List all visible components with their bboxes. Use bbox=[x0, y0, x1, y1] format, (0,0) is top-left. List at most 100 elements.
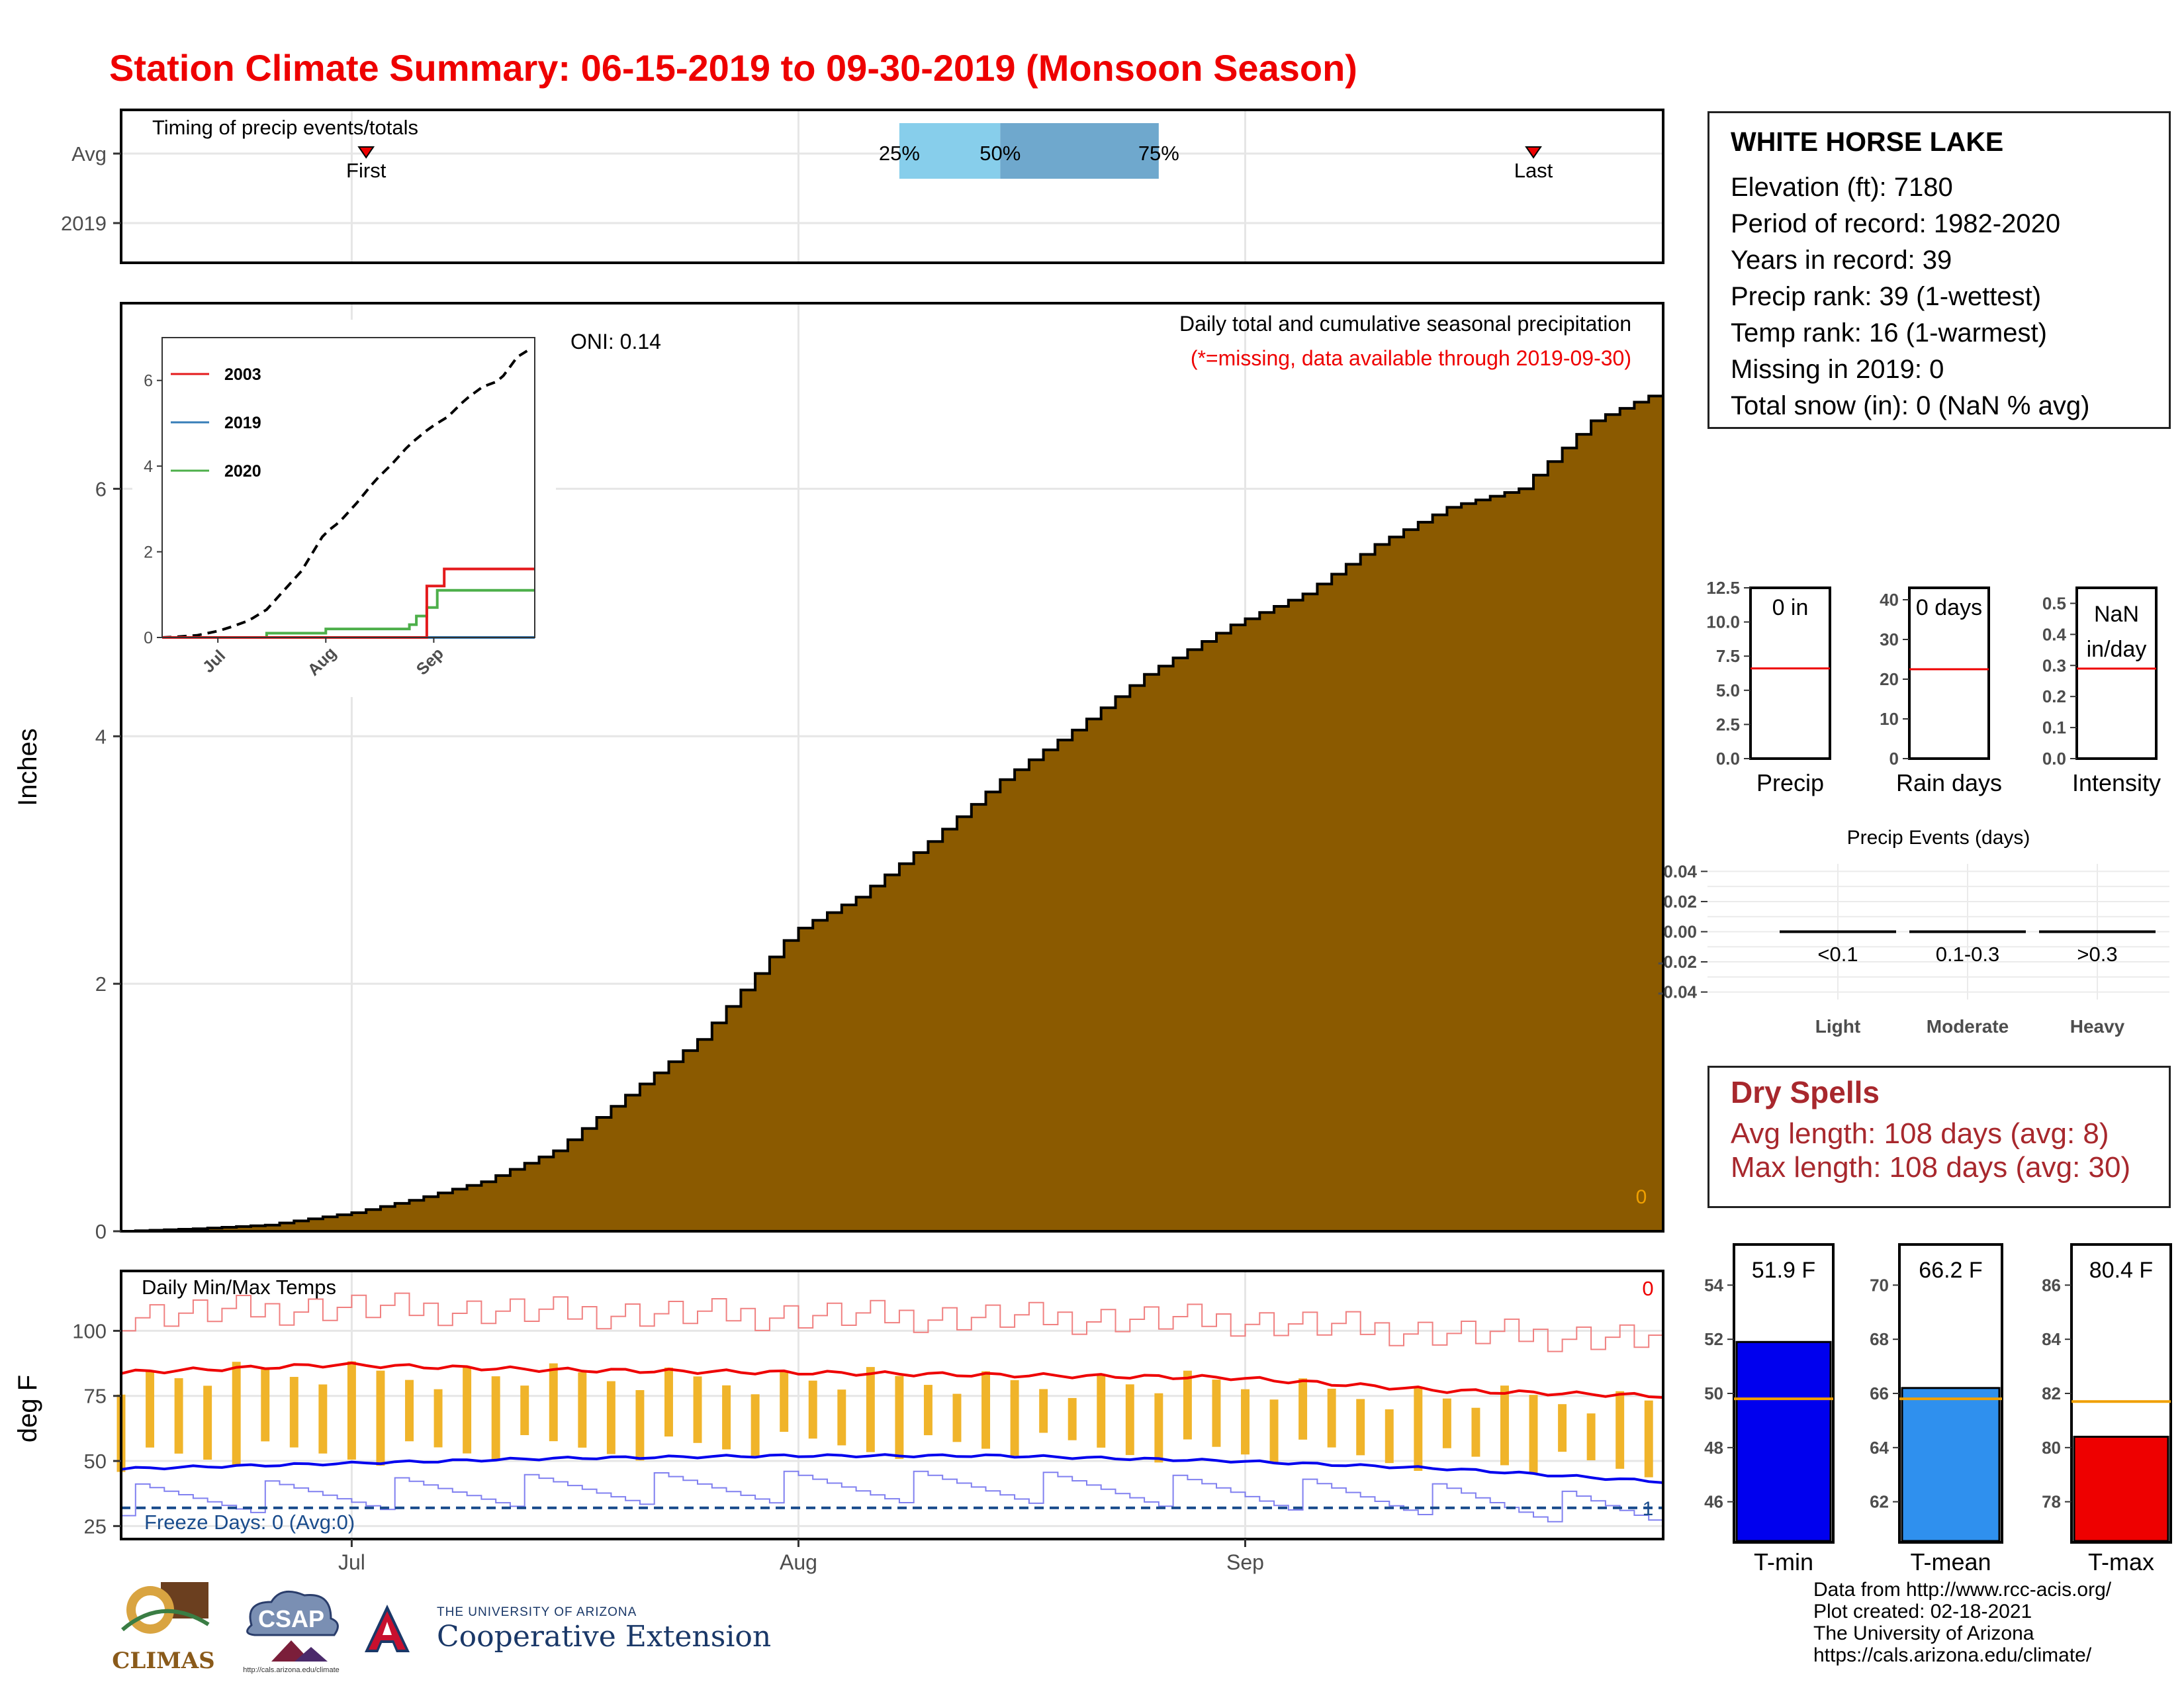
quartile-50-label: 50% bbox=[979, 142, 1021, 165]
dry-spells-avg: Avg length: 108 days (avg: 8) bbox=[1731, 1117, 2109, 1150]
temp-gauge-y-tick-label: 54 bbox=[1704, 1275, 1723, 1295]
gauge-y-tick-label: 10 bbox=[1880, 709, 1899, 729]
daily-range-bar bbox=[1529, 1395, 1538, 1474]
daily-range-bar bbox=[376, 1370, 385, 1466]
temp-frame bbox=[120, 1270, 1664, 1540]
dry-spells-box: Dry Spells Avg length: 108 days (avg: 8)… bbox=[1707, 1066, 2171, 1208]
ua-extension-name: Cooperative Extension bbox=[437, 1620, 772, 1654]
temp-gauge-y-tick-label: 68 bbox=[1870, 1329, 1889, 1349]
daily-range-bar bbox=[491, 1376, 500, 1460]
daily-range-bar bbox=[1615, 1391, 1625, 1469]
precip-y-tick-label: 0 bbox=[95, 1220, 107, 1243]
freeze-line-end-label: 1 bbox=[1643, 1498, 1654, 1520]
events-sublabel-2: >0.3 bbox=[2077, 943, 2117, 966]
temp-gauges: 51.9 F T-min 46 48 50 52 54 66.2 F T-mean 62 64 66 6… bbox=[1704, 1243, 2172, 1575]
daily-range-bar bbox=[520, 1385, 529, 1435]
daily-range-bar bbox=[1500, 1385, 1509, 1466]
daily-range-bar bbox=[1327, 1388, 1336, 1448]
temp-gauge-value-0: 51.9 F bbox=[1752, 1258, 1815, 1283]
events-y-tick-label: -0.02 bbox=[1658, 952, 1697, 972]
temp-gauge-y-tick-label: 64 bbox=[1870, 1438, 1889, 1458]
temp-gauge-bar-1 bbox=[1901, 1387, 2001, 1542]
daily-range-bar bbox=[808, 1380, 817, 1439]
events-y-tick-label: 0.00 bbox=[1663, 922, 1697, 942]
gauge-label-0: Precip bbox=[1756, 769, 1824, 796]
source-line-date: Plot created: 02-18-2021 bbox=[1813, 1601, 2032, 1622]
temp-gauge-y-tick-label: 52 bbox=[1704, 1329, 1723, 1349]
gauge-y-tick-label: 10.0 bbox=[1706, 612, 1740, 632]
inset-background bbox=[132, 320, 556, 697]
precip-panel-title: Daily total and cumulative seasonal prec… bbox=[1179, 312, 1631, 336]
daily-range-bar bbox=[578, 1372, 587, 1448]
events-category-2: Heavy bbox=[2070, 1016, 2125, 1037]
gauge-y-tick-label: 0.2 bbox=[2042, 686, 2066, 706]
daily-range-bar bbox=[923, 1385, 933, 1436]
daily-range-bar bbox=[751, 1394, 760, 1456]
last-event-label: Last bbox=[1514, 159, 1553, 182]
events-category-1: Moderate bbox=[1927, 1016, 2009, 1037]
temp-y-axis-title: deg F bbox=[13, 1375, 42, 1442]
precip-y-tick-label: 6 bbox=[95, 477, 107, 500]
events-sublabel-1: 0.1-0.3 bbox=[1936, 943, 2000, 966]
source-line-data: Data from http://www.rcc-acis.org/ bbox=[1813, 1579, 2112, 1601]
daily-range-bar bbox=[1442, 1398, 1451, 1448]
station-missing: Missing in 2019: 0 bbox=[1731, 355, 1944, 384]
timing-panel: 25% 50% 75% First Last Timing of precip event… bbox=[61, 109, 1664, 264]
gauge-y-tick-label: 0.1 bbox=[2042, 718, 2066, 737]
daily-range-bar bbox=[146, 1370, 155, 1448]
temp-gauge-label-0: T-min bbox=[1754, 1548, 1813, 1575]
daily-range-bar bbox=[549, 1363, 558, 1442]
station-elevation: Elevation (ft): 7180 bbox=[1731, 173, 1953, 202]
gauge-value-0: 0 in bbox=[1772, 595, 1809, 620]
precip-gauges: 0 in Precip 0.0 2.5 5.0 7.5 10.0 12.5 0 days Rain… bbox=[1706, 578, 2161, 796]
timing-y-tick-label: Avg bbox=[71, 142, 107, 165]
inset-y-tick-label: 0 bbox=[144, 629, 153, 647]
inset-avg-line bbox=[161, 347, 532, 639]
gauge-value-unit-2: in/day bbox=[2087, 637, 2147, 662]
daily-range-bar bbox=[606, 1381, 615, 1454]
timing-y-tick-label: 2019 bbox=[61, 212, 107, 235]
events-title: Precip Events (days) bbox=[1847, 827, 2030, 849]
quartile-box-upper bbox=[1000, 123, 1159, 179]
quartile-25-label: 25% bbox=[879, 142, 920, 165]
temp-gauge-y-tick-label: 70 bbox=[1870, 1275, 1889, 1295]
daily-range-bar bbox=[1097, 1375, 1106, 1448]
avg-max-line bbox=[120, 1361, 1664, 1399]
temp-gauge-y-tick-label: 78 bbox=[2042, 1492, 2061, 1512]
dry-spells-max: Max length: 108 days (avg: 30) bbox=[1731, 1151, 2131, 1184]
station-name: WHITE HORSE LAKE bbox=[1731, 126, 2004, 157]
inset-legend-label-2019: 2019 bbox=[224, 414, 261, 432]
source-line-university: The University of Arizona bbox=[1813, 1622, 2034, 1644]
daily-range-bar bbox=[174, 1378, 183, 1454]
daily-range-bar bbox=[1414, 1388, 1423, 1471]
gauge-label-1: Rain days bbox=[1896, 769, 2002, 796]
daily-range-bar bbox=[1125, 1384, 1134, 1456]
gauge-y-tick-label: 0.3 bbox=[2042, 655, 2066, 675]
quartile-box-lower bbox=[899, 123, 1001, 179]
temp-y-tick-label: 25 bbox=[84, 1515, 107, 1538]
gauge-frame-2 bbox=[2075, 586, 2158, 760]
svg-text:CLIMAS: CLIMAS bbox=[112, 1648, 214, 1674]
gauge-frame-0 bbox=[1749, 586, 1831, 760]
daily-range-bar bbox=[952, 1393, 962, 1442]
daily-range-bar bbox=[232, 1362, 241, 1466]
ua-logo bbox=[365, 1605, 410, 1652]
daily-range-bar bbox=[1586, 1413, 1596, 1460]
daily-temps-panel: 1 Daily Min/Max Temps 0 Freeze Days: 0 (Avg… bbox=[13, 1270, 1664, 1574]
daily-range-bar bbox=[1183, 1370, 1192, 1440]
timing-frame bbox=[120, 109, 1664, 264]
precip-events-panel: Precip Events (days) <0.1 Light 0.1-0.3 Mode… bbox=[1658, 827, 2169, 1037]
precip-y-axis-title: Inches bbox=[13, 728, 42, 806]
gauge-y-tick-label: 2.5 bbox=[1716, 714, 1740, 734]
avg-cumulative-area bbox=[121, 389, 1664, 1233]
daily-range-bar bbox=[693, 1376, 702, 1443]
daily-range-bar bbox=[1269, 1399, 1279, 1463]
csap-logo: CSAP http://cals.arizona.edu/climate bbox=[243, 1590, 340, 1674]
station-years: Years in record: 39 bbox=[1731, 246, 1952, 275]
temp-gauge-y-tick-label: 86 bbox=[2042, 1275, 2061, 1295]
inset-frame bbox=[161, 337, 535, 638]
daily-range-bar bbox=[261, 1369, 270, 1442]
temp-gauge-y-tick-label: 46 bbox=[1704, 1492, 1723, 1512]
gauge-frame-1 bbox=[1908, 586, 1990, 760]
precip-y-tick-label: 2 bbox=[95, 972, 107, 996]
